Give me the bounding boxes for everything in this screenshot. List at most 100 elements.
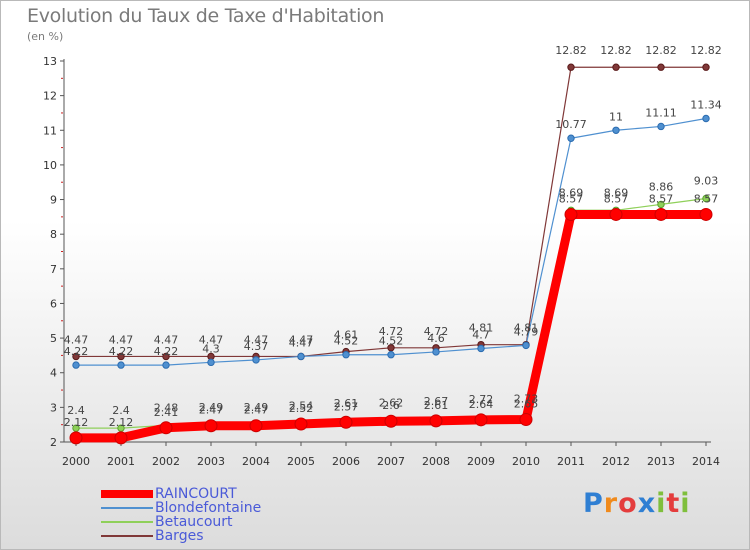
y-tick-label: 6 xyxy=(50,297,57,310)
data-label-1: 4.22 xyxy=(154,345,179,358)
logo-letter: P xyxy=(583,488,604,519)
series-point-1 xyxy=(567,134,575,142)
series-point-3 xyxy=(657,63,665,71)
series-point-0 xyxy=(654,207,668,221)
series-point-1 xyxy=(252,356,260,364)
data-label-2: 2.54 xyxy=(289,399,314,412)
data-label-0: 2.47 xyxy=(199,404,224,417)
data-label-3: 12.82 xyxy=(555,44,587,57)
series-point-0 xyxy=(204,419,218,433)
series-point-1 xyxy=(657,122,665,131)
y-tick-label: 13 xyxy=(43,55,57,68)
data-label-1: 11.11 xyxy=(645,106,677,119)
data-label-0: 8.57 xyxy=(649,192,674,205)
series-point-1 xyxy=(477,344,485,353)
data-label-0: 2.57 xyxy=(334,400,359,413)
series-point-0 xyxy=(249,419,263,433)
unit-label: (en %) xyxy=(27,30,64,43)
data-label-3: 4.47 xyxy=(199,333,224,346)
data-label-3: 4.81 xyxy=(514,322,539,335)
data-label-3: 4.72 xyxy=(424,325,449,338)
series-point-0 xyxy=(429,414,443,428)
legend-label-blondefontaine: Blondefontaine xyxy=(155,500,262,516)
series-point-1 xyxy=(342,351,350,359)
data-label-0: 2.61 xyxy=(424,399,449,412)
x-tick-label: 2003 xyxy=(197,455,225,468)
data-label-3: 4.72 xyxy=(379,325,404,338)
data-label-0: 8.57 xyxy=(694,192,719,205)
data-label-2: 9.03 xyxy=(694,175,719,188)
x-tick-label: 2002 xyxy=(152,455,180,468)
y-tick-label: 9 xyxy=(50,194,57,207)
data-label-0: 2.52 xyxy=(289,402,314,415)
data-label-3: 4.47 xyxy=(289,333,314,346)
x-tick-label: 2014 xyxy=(692,455,720,468)
data-label-1: 4.22 xyxy=(64,345,89,358)
series-point-0 xyxy=(564,207,578,221)
series-point-0 xyxy=(609,207,623,221)
series-point-1 xyxy=(702,114,710,123)
series-point-1 xyxy=(72,361,80,369)
legend-item-betaucourt: Betaucourt xyxy=(101,515,261,529)
series-point-3 xyxy=(567,63,575,71)
data-label-1: 4.47 xyxy=(289,336,314,349)
series-point-1 xyxy=(162,361,170,369)
data-label-0: 2.47 xyxy=(244,404,269,417)
data-label-3: 12.82 xyxy=(690,44,722,57)
y-tick-label: 4 xyxy=(50,367,57,380)
data-label-1: 4.6 xyxy=(427,332,445,345)
legend: RAINCOURT Blondefontaine Betaucourt Barg… xyxy=(101,487,261,543)
chart-title: Evolution du Taux de Taxe d'Habitation xyxy=(27,5,385,27)
series-point-1 xyxy=(522,341,530,350)
data-label-2: 2.62 xyxy=(379,397,404,410)
legend-swatch-blondefontaine xyxy=(101,507,153,509)
x-tick-label: 2006 xyxy=(332,455,360,468)
series-point-3 xyxy=(387,344,395,352)
legend-item-barges: Barges xyxy=(101,529,261,543)
data-label-2: 8.69 xyxy=(604,186,629,199)
data-label-0: 8.57 xyxy=(559,192,584,205)
series-point-2 xyxy=(702,194,710,203)
data-label-2: 2.73 xyxy=(514,393,539,406)
x-tick-label: 2010 xyxy=(512,455,540,468)
data-label-2: 8.69 xyxy=(559,186,584,199)
data-label-2: 2.49 xyxy=(199,401,224,414)
x-tick-label: 2007 xyxy=(377,455,405,468)
legend-label-raincourt: RAINCOURT xyxy=(155,486,237,502)
y-tick-label: 10 xyxy=(43,159,57,172)
logo-letter: r xyxy=(603,488,619,519)
legend-label-barges: Barges xyxy=(155,528,204,544)
series-point-0 xyxy=(159,421,173,435)
legend-item-raincourt: RAINCOURT xyxy=(101,487,261,501)
data-label-3: 12.82 xyxy=(645,44,677,57)
series-point-0 xyxy=(339,415,353,429)
data-label-2: 2.49 xyxy=(244,401,269,414)
series-point-1 xyxy=(117,361,125,369)
data-label-2: 8.86 xyxy=(649,180,674,193)
series-point-3 xyxy=(162,352,170,361)
series-point-2 xyxy=(657,200,665,209)
data-label-3: 4.47 xyxy=(64,333,89,346)
y-tick-label: 7 xyxy=(50,263,57,276)
x-tick-label: 2012 xyxy=(602,455,630,468)
data-label-2: 2.72 xyxy=(469,393,494,406)
y-tick-label: 11 xyxy=(43,124,57,137)
legend-label-betaucourt: Betaucourt xyxy=(155,514,233,530)
series-point-0 xyxy=(69,431,83,445)
data-label-1: 10.77 xyxy=(555,118,587,131)
legend-swatch-barges xyxy=(101,535,153,537)
series-point-1 xyxy=(387,351,395,359)
proxiti-logo: Proxiti xyxy=(583,488,691,519)
logo-letter: i xyxy=(656,488,667,519)
data-label-0: 2.12 xyxy=(109,416,134,429)
data-label-3: 4.47 xyxy=(154,333,179,346)
data-label-1: 11.34 xyxy=(690,98,722,111)
logo-letter: o xyxy=(618,488,638,519)
x-tick-label: 2008 xyxy=(422,455,450,468)
data-label-0: 8.57 xyxy=(604,192,629,205)
logo-letter: i xyxy=(680,488,691,519)
x-tick-label: 2011 xyxy=(557,455,585,468)
data-label-2: 2.4 xyxy=(67,404,85,417)
data-label-0: 2.41 xyxy=(154,406,179,419)
